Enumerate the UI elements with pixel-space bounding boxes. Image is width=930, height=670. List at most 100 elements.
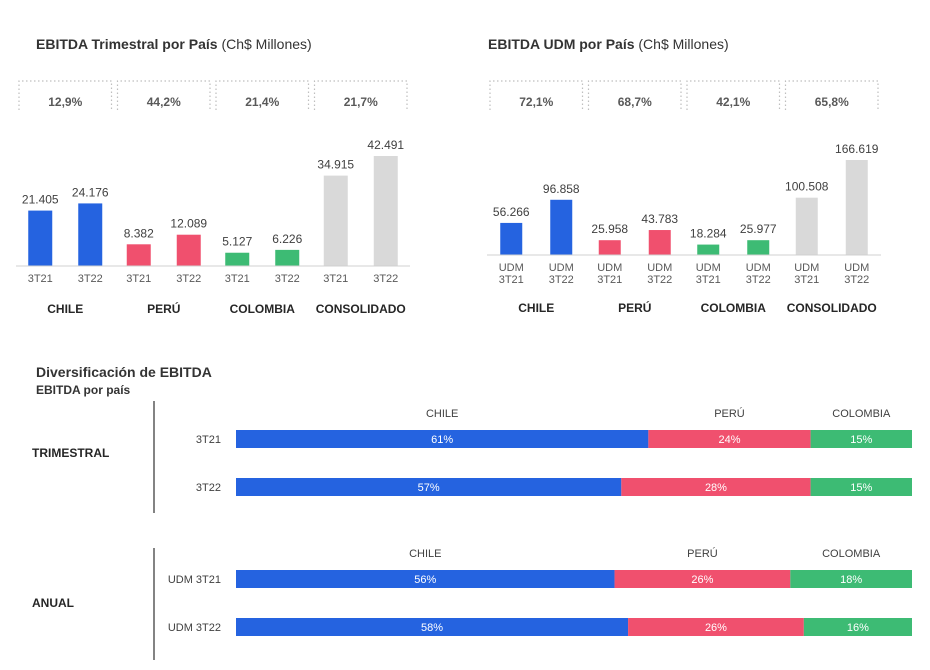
margin-box: [686, 80, 781, 110]
x-tick-label: 3T21: [597, 274, 622, 286]
row-label: UDM 3T22: [168, 622, 221, 634]
bar: [126, 244, 151, 266]
segment-label: 56%: [414, 574, 436, 586]
stacked-segment: [803, 618, 912, 636]
chart-title-trimestral: EBITDA Trimestral por País (Ch$ Millones…: [36, 36, 312, 52]
data-label: 8.382: [124, 226, 154, 240]
group-label: CHILE: [47, 302, 83, 316]
data-label: 34.915: [317, 158, 354, 172]
x-tick-label: 3T21: [323, 273, 348, 285]
data-label: 42.491: [367, 138, 404, 152]
x-tick-label: 3T21: [28, 273, 53, 285]
margin-box: [489, 80, 584, 110]
stacked-segment: [236, 430, 649, 448]
data-label: 56.266: [493, 205, 530, 219]
bar: [697, 244, 720, 255]
segment-label: 16%: [847, 622, 869, 634]
bar: [500, 222, 523, 255]
series-header: COLOMBIA: [822, 548, 881, 560]
margin-label: 12,9%: [48, 95, 82, 109]
x-tick-label: 3T22: [647, 274, 672, 286]
x-tick-label: 3T21: [794, 274, 819, 286]
margin-box: [784, 80, 879, 110]
data-label: 5.127: [222, 235, 252, 249]
margin-box: [587, 80, 682, 110]
margin-box: [18, 80, 113, 110]
data-label: 96.858: [543, 182, 580, 196]
data-label: 6.226: [272, 232, 302, 246]
stacked-segment: [236, 570, 615, 588]
margin-box: [313, 80, 408, 110]
margin-label: 21,7%: [344, 95, 378, 109]
segment-label: 18%: [840, 574, 862, 586]
bar: [275, 249, 300, 266]
segment-label: 61%: [431, 434, 453, 446]
x-tick-label: 3T22: [275, 273, 300, 285]
data-label: 18.284: [690, 227, 727, 241]
group-label: CONSOLIDADO: [787, 301, 877, 315]
x-tick-label: UDM: [597, 262, 622, 274]
row-label: 3T21: [196, 434, 221, 446]
margin-label: 21,4%: [245, 95, 279, 109]
section-label: ANUAL: [32, 596, 74, 610]
stacked-segment: [621, 478, 811, 496]
segment-label: 28%: [705, 482, 727, 494]
stacked-segment: [810, 478, 912, 496]
bar: [176, 234, 201, 266]
diversification-title: Diversificación de EBITDA: [36, 364, 212, 380]
data-label: 12.089: [170, 217, 207, 231]
data-label: 21.405: [22, 193, 59, 207]
section-label: TRIMESTRAL: [32, 446, 109, 460]
margin-label: 68,7%: [618, 95, 652, 109]
segment-label: 26%: [705, 622, 727, 634]
segment-label: 24%: [718, 434, 740, 446]
data-label: 24.176: [72, 185, 109, 199]
segment-label: 58%: [421, 622, 443, 634]
margin-label: 72,1%: [519, 95, 553, 109]
group-label: COLOMBIA: [701, 301, 767, 315]
x-tick-label: UDM: [844, 262, 869, 274]
row-label: 3T22: [196, 482, 221, 494]
x-tick-label: UDM: [696, 262, 721, 274]
bar: [323, 175, 348, 266]
x-tick-label: UDM: [794, 262, 819, 274]
stacked-segment: [236, 618, 629, 636]
x-tick-label: 3T21: [499, 274, 524, 286]
segment-label: 15%: [850, 482, 872, 494]
x-tick-label: UDM: [647, 262, 672, 274]
segment-label: 57%: [418, 482, 440, 494]
x-tick-label: UDM: [746, 262, 771, 274]
stacked-segment: [648, 430, 811, 448]
x-tick-label: 3T21: [696, 274, 721, 286]
group-label: PERÚ: [618, 300, 651, 315]
x-tick-label: 3T22: [373, 273, 398, 285]
stacked-segment: [810, 430, 912, 448]
x-tick-label: 3T22: [844, 274, 869, 286]
series-header: CHILE: [409, 548, 441, 560]
bar: [648, 230, 671, 255]
bar: [28, 210, 53, 266]
series-header: CHILE: [426, 408, 458, 420]
bar: [598, 240, 621, 255]
segment-label: 15%: [850, 434, 872, 446]
series-header: PERÚ: [687, 547, 718, 560]
stacked-segment: [614, 570, 791, 588]
data-label: 166.619: [835, 142, 879, 156]
row-label: UDM 3T21: [168, 574, 221, 586]
bar: [795, 197, 818, 255]
bar: [550, 199, 573, 255]
segment-label: 26%: [691, 574, 713, 586]
data-label: 25.977: [740, 222, 777, 236]
bar: [225, 252, 250, 266]
series-header: PERÚ: [714, 407, 745, 420]
chart-title-udm: EBITDA UDM por País (Ch$ Millones): [488, 36, 729, 52]
x-tick-label: UDM: [499, 262, 524, 274]
bar: [373, 156, 398, 266]
margin-label: 44,2%: [147, 95, 181, 109]
margin-label: 42,1%: [716, 95, 750, 109]
x-tick-label: 3T22: [78, 273, 103, 285]
series-header: COLOMBIA: [832, 408, 891, 420]
data-label: 100.508: [785, 180, 829, 194]
stacked-segment: [236, 478, 622, 496]
